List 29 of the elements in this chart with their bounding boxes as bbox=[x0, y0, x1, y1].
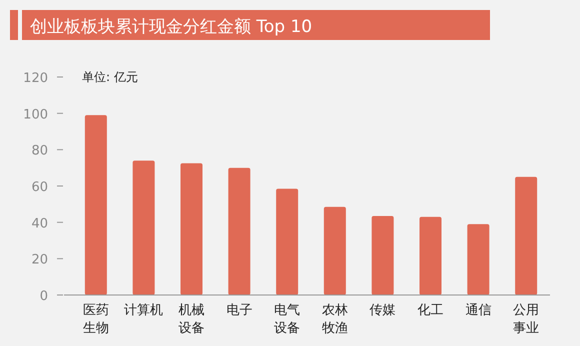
x-tick-label: 传媒 bbox=[370, 303, 396, 318]
bar bbox=[132, 160, 155, 295]
y-tick-label: 0 bbox=[40, 289, 48, 304]
x-tick-label: 电气设备 bbox=[274, 303, 300, 336]
x-tick-label: 电子 bbox=[226, 303, 252, 318]
y-tick-label: 60 bbox=[31, 180, 48, 195]
y-tick-label: 120 bbox=[23, 71, 48, 86]
bar bbox=[324, 206, 346, 295]
bar bbox=[276, 188, 298, 295]
x-tick-label: 机械设备 bbox=[178, 303, 204, 336]
bar bbox=[515, 176, 538, 295]
y-tick-label: 40 bbox=[31, 216, 48, 232]
x-tick-label: 公用事业 bbox=[513, 303, 540, 336]
annotation: 单位: 亿元 bbox=[82, 70, 138, 84]
x-tick-label: 医药生物 bbox=[82, 303, 109, 336]
y-tick-label: 100 bbox=[23, 107, 48, 122]
bar bbox=[467, 224, 490, 295]
bar bbox=[228, 168, 250, 295]
bar bbox=[180, 163, 202, 295]
y-tick-label: 80 bbox=[31, 144, 48, 159]
bar bbox=[420, 216, 442, 295]
x-tick-label: 通信 bbox=[465, 303, 492, 318]
x-tick-label: 计算机 bbox=[124, 303, 164, 318]
x-tick-label: 化工 bbox=[418, 303, 444, 318]
bar bbox=[372, 216, 394, 295]
bar bbox=[84, 115, 107, 295]
y-tick-label: 20 bbox=[31, 252, 48, 268]
chart-title: 创业板板块累计现金分红金额 Top 10 bbox=[30, 17, 312, 37]
x-tick-label: 农林牧渔 bbox=[322, 303, 348, 336]
